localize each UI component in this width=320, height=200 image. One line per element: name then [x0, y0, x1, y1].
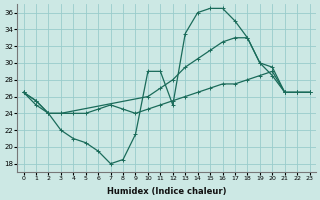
X-axis label: Humidex (Indice chaleur): Humidex (Indice chaleur): [107, 187, 226, 196]
